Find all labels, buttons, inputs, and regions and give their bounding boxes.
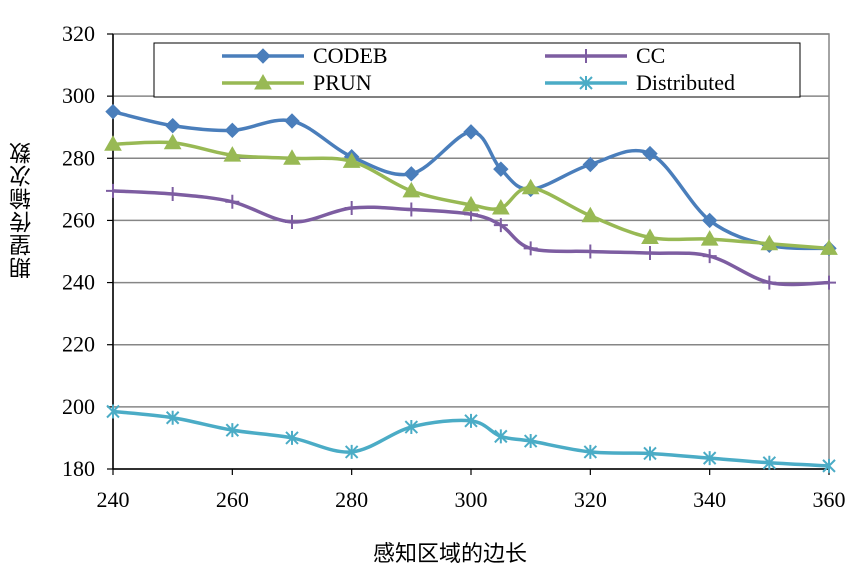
data-point-distributed [404, 420, 419, 435]
x-tick-label: 260 [216, 487, 249, 512]
data-point-codeb [403, 166, 420, 182]
x-tick-label: 320 [574, 487, 607, 512]
data-point-distributed [583, 444, 598, 459]
data-point-cc [702, 249, 717, 264]
series-line-codeb [112, 109, 830, 251]
data-point-prun [641, 228, 659, 245]
y-tick-label: 300 [62, 83, 95, 108]
data-point-codeb [164, 117, 181, 134]
data-point-cc [822, 275, 836, 290]
data-point-distributed [106, 404, 120, 419]
data-point-prun [521, 178, 540, 195]
data-point-codeb [582, 156, 599, 173]
y-tick-label: 240 [62, 270, 95, 295]
data-point-prun [581, 206, 600, 223]
data-point-prun [491, 198, 510, 215]
data-point-prun [104, 135, 122, 151]
data-point-prun [342, 152, 361, 168]
data-point-distributed [523, 434, 538, 449]
legend-marker-prun [254, 73, 272, 90]
legend-marker-cc [579, 49, 593, 63]
data-point-cc [165, 187, 180, 202]
legend-label-codeb: CODEB [313, 43, 388, 68]
y-tick-label: 180 [62, 456, 95, 481]
data-point-cc [106, 183, 120, 198]
data-point-cc [404, 202, 419, 217]
data-point-distributed [822, 458, 836, 473]
x-axis-label: 感知区域的边长 [372, 542, 527, 567]
data-point-cc [643, 246, 657, 261]
data-point-codeb [701, 212, 718, 229]
data-point-prun [163, 133, 182, 150]
y-tick-label: 220 [62, 332, 95, 357]
data-point-prun [223, 146, 242, 162]
y-tick-label: 320 [62, 21, 95, 46]
x-tick-label: 240 [97, 487, 130, 512]
legend-label-prun: PRUN [313, 70, 372, 95]
series-line-distributed [112, 409, 830, 468]
data-point-cc [493, 218, 508, 233]
legend-marker-distributed [579, 76, 593, 90]
data-point-distributed [702, 451, 717, 466]
data-point-cc [285, 214, 299, 229]
y-tick-label: 260 [62, 207, 95, 232]
x-tick-label: 300 [455, 487, 488, 512]
data-point-codeb [105, 103, 121, 120]
data-point-prun [700, 230, 719, 246]
data-point-codeb [493, 161, 509, 177]
data-point-distributed [464, 413, 478, 428]
x-tick-label: 360 [813, 487, 846, 512]
data-point-distributed [762, 455, 777, 470]
series-line-prun [112, 140, 830, 251]
legend-label-cc: CC [636, 43, 665, 68]
data-point-cc [225, 194, 240, 209]
legend-marker-codeb [255, 48, 271, 64]
y-tick-label: 200 [62, 394, 95, 419]
data-point-codeb [284, 113, 300, 129]
data-point-prun [820, 239, 838, 255]
data-point-distributed [165, 410, 180, 425]
data-point-prun [402, 181, 421, 198]
x-tick-label: 280 [335, 487, 368, 512]
x-tick-label: 340 [693, 487, 726, 512]
data-point-codeb [463, 124, 479, 140]
data-point-cc [583, 244, 598, 259]
data-point-distributed [494, 429, 508, 444]
data-point-codeb [642, 145, 658, 162]
data-point-distributed [285, 430, 299, 445]
data-point-distributed [344, 444, 359, 459]
data-point-codeb [224, 122, 241, 139]
data-point-cc [762, 275, 777, 290]
data-point-distributed [643, 446, 657, 461]
data-point-cc [523, 241, 538, 256]
data-point-prun [462, 195, 480, 212]
data-point-prun [760, 234, 779, 251]
plot-area [112, 33, 830, 470]
legend-label-distributed: Distributed [636, 70, 735, 95]
data-point-cc [344, 201, 359, 215]
data-point-distributed [225, 423, 240, 438]
data-point-prun [283, 149, 301, 165]
y-tick-label: 280 [62, 145, 95, 170]
y-axis-label: 期望传输次数 [10, 141, 35, 279]
